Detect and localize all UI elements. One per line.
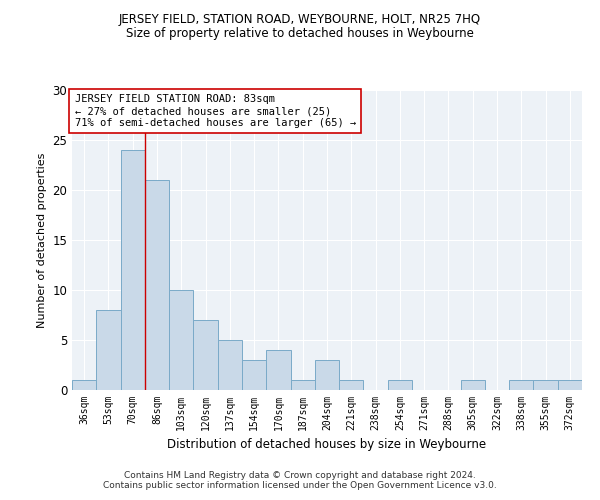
Bar bbox=[121, 150, 145, 390]
Text: JERSEY FIELD STATION ROAD: 83sqm
← 27% of detached houses are smaller (25)
71% o: JERSEY FIELD STATION ROAD: 83sqm ← 27% o… bbox=[74, 94, 356, 128]
Bar bbox=[509, 380, 533, 390]
Bar bbox=[242, 360, 266, 390]
Bar bbox=[72, 380, 96, 390]
Text: Size of property relative to detached houses in Weybourne: Size of property relative to detached ho… bbox=[126, 28, 474, 40]
Bar bbox=[388, 380, 412, 390]
Text: JERSEY FIELD, STATION ROAD, WEYBOURNE, HOLT, NR25 7HQ: JERSEY FIELD, STATION ROAD, WEYBOURNE, H… bbox=[119, 12, 481, 26]
Bar bbox=[218, 340, 242, 390]
Bar bbox=[145, 180, 169, 390]
Bar bbox=[169, 290, 193, 390]
X-axis label: Distribution of detached houses by size in Weybourne: Distribution of detached houses by size … bbox=[167, 438, 487, 452]
Bar bbox=[96, 310, 121, 390]
Bar bbox=[266, 350, 290, 390]
Bar bbox=[339, 380, 364, 390]
Bar bbox=[315, 360, 339, 390]
Text: Contains HM Land Registry data © Crown copyright and database right 2024.
Contai: Contains HM Land Registry data © Crown c… bbox=[103, 470, 497, 490]
Bar bbox=[461, 380, 485, 390]
Bar bbox=[290, 380, 315, 390]
Bar bbox=[533, 380, 558, 390]
Y-axis label: Number of detached properties: Number of detached properties bbox=[37, 152, 47, 328]
Bar bbox=[193, 320, 218, 390]
Bar bbox=[558, 380, 582, 390]
